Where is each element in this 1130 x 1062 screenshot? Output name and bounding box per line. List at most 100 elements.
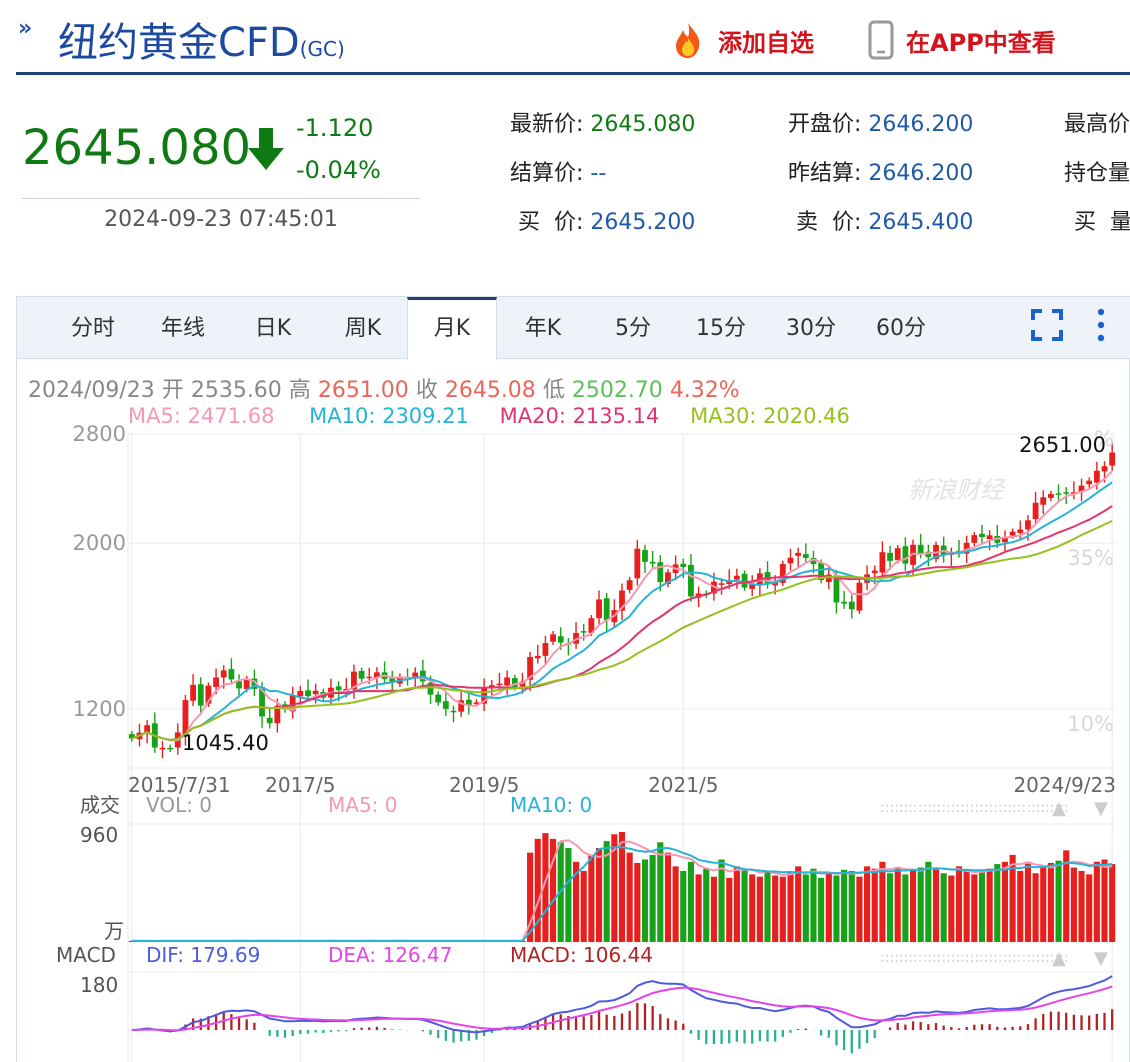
- volume-bar: [1040, 867, 1047, 942]
- volume-bar: [871, 868, 878, 942]
- volume-bar: [542, 833, 549, 942]
- candle-body: [550, 634, 556, 642]
- candle-body: [519, 681, 526, 687]
- candle-body: [772, 582, 779, 586]
- volume-bar: [833, 875, 840, 942]
- candle-body: [818, 562, 825, 581]
- header-bar: [16, 0, 1130, 75]
- volume-bar: [756, 876, 763, 942]
- candle-body: [626, 580, 633, 590]
- volume-ma10-label: MA10: 0: [510, 793, 592, 817]
- volume-bar: [588, 854, 595, 942]
- candle-body: [1101, 466, 1108, 472]
- candle-body: [588, 618, 595, 633]
- candle-body: [871, 570, 878, 574]
- field-value: 2645.080: [590, 112, 696, 137]
- x-tick-label: 2021/5: [648, 773, 718, 797]
- ma30-line: [131, 519, 1113, 742]
- x-tick-label: 2017/5: [265, 773, 335, 797]
- quote-field-open-interest: 持仓量: [1064, 155, 1130, 187]
- x-tick-label: 2019/5: [449, 773, 519, 797]
- tab-weekly-k[interactable]: 周K: [344, 316, 382, 341]
- candle-body: [228, 669, 235, 680]
- candle-body: [1078, 485, 1085, 493]
- info-date: 2024/09/23: [28, 378, 155, 403]
- volume-bar: [718, 859, 725, 942]
- ma30-legend: MA30: 2020.46: [690, 404, 850, 428]
- ma20-legend: MA20: 2135.14: [499, 404, 660, 428]
- candle-body: [1040, 497, 1047, 505]
- tab-year-line[interactable]: 年线: [160, 316, 205, 341]
- volume-bar: [994, 864, 1001, 942]
- x-tick-label: 2015/7/31: [128, 773, 231, 797]
- tab-30min[interactable]: 30分: [786, 316, 836, 341]
- volume-bar: [534, 838, 541, 942]
- candle-body: [580, 631, 587, 633]
- ma20-line: [131, 505, 1113, 742]
- volume-bar: [595, 848, 603, 942]
- ohlc-info-row: 2024/09/23 开 2535.60 高 2651.00 收 2645.08…: [28, 372, 740, 404]
- title-arrows-icon: »: [18, 16, 33, 41]
- volume-bar: [894, 867, 901, 942]
- tab-60min[interactable]: 60分: [876, 316, 926, 341]
- candle-body: [1086, 480, 1093, 485]
- candle-body: [856, 582, 863, 611]
- candle-body: [619, 590, 625, 611]
- add-favorite-button[interactable]: 添加自选: [668, 20, 814, 60]
- more-options-icon[interactable]: [1091, 307, 1111, 343]
- tab-daily-k[interactable]: 日K: [254, 316, 292, 341]
- candle-body: [412, 672, 419, 678]
- dif-label: DIF: 179.69: [146, 943, 260, 967]
- tab-monthly-k[interactable]: 月K: [407, 297, 497, 360]
- field-label: 结算价:: [510, 161, 584, 186]
- volume-bar: [741, 868, 748, 942]
- field-label: 最新价:: [510, 112, 584, 137]
- candle-body: [848, 601, 855, 610]
- candle-body: [665, 572, 671, 584]
- quote-field-ask: 卖 价: 2645.400: [796, 204, 973, 236]
- volume-bar: [810, 868, 817, 942]
- scroll-up-icon: ▲: [1052, 798, 1066, 819]
- title-text: 纽约黄金CFD: [58, 20, 300, 66]
- volume-ma10-line: [131, 846, 1113, 943]
- volume-bar: [710, 876, 717, 942]
- view-in-app-button[interactable]: 在APP中查看: [868, 20, 1056, 60]
- candle-body: [496, 683, 503, 686]
- candle-body: [442, 701, 449, 709]
- candle-body: [511, 678, 518, 688]
- volume-bar: [902, 874, 909, 942]
- info-open-label: 开: [161, 378, 184, 403]
- pct-tick-label: 35%: [1067, 546, 1114, 570]
- candle-body: [902, 546, 909, 564]
- fullscreen-icon[interactable]: [1029, 307, 1065, 343]
- title-code: (GC): [299, 37, 345, 61]
- candle-body: [1032, 502, 1039, 519]
- candle-body: [389, 677, 396, 682]
- candle-body: [473, 702, 480, 704]
- tab-15min[interactable]: 15分: [696, 316, 746, 341]
- candle-body: [213, 677, 219, 687]
- scroll-down-icon: ▼: [1094, 948, 1108, 969]
- candle-body: [634, 548, 641, 579]
- candle-body: [274, 705, 281, 724]
- tab-minute[interactable]: 分时: [70, 316, 115, 341]
- info-low-label: 低: [542, 378, 565, 403]
- candle-body: [825, 574, 832, 582]
- tab-yearly-k[interactable]: 年K: [524, 316, 562, 341]
- candle-body: [297, 690, 304, 697]
- pct-tick-label: 10%: [1067, 712, 1114, 736]
- volume-bar: [733, 866, 740, 942]
- volume-bar: [649, 854, 656, 942]
- candle-body: [603, 598, 610, 621]
- candle-body: [251, 678, 258, 689]
- tab-5min[interactable]: 5分: [615, 316, 651, 341]
- min-price-label: 1045.40: [182, 731, 269, 755]
- volume-bar: [572, 861, 580, 942]
- candle-body: [1063, 492, 1070, 494]
- candle-body: [1009, 531, 1016, 536]
- candle-body: [374, 672, 380, 679]
- ma5-legend: MA5: 2471.68: [128, 404, 275, 428]
- candle-body: [1047, 494, 1054, 498]
- volume-bar: [772, 875, 779, 942]
